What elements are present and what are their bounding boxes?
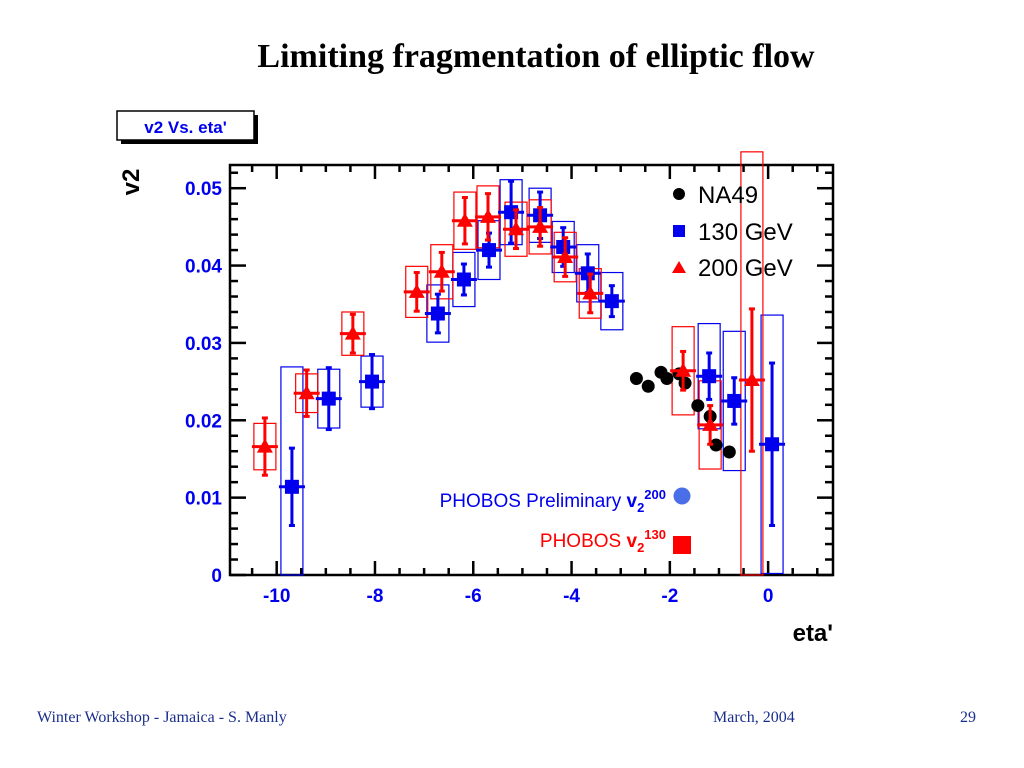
gev200-point xyxy=(675,362,692,377)
gev200-point xyxy=(433,263,450,278)
sys-error-box xyxy=(280,366,304,576)
na49-point xyxy=(709,438,723,452)
gev130-point xyxy=(481,243,496,258)
x-tick-label: -10 xyxy=(263,586,290,607)
gev130-point xyxy=(321,391,336,406)
slide-title: Limiting fragmentation of elliptic flow xyxy=(257,38,815,75)
legend-label: NA49 xyxy=(698,182,758,209)
chart-title-box: v2 Vs. eta' xyxy=(116,110,258,144)
gev200-point xyxy=(344,325,361,340)
gev200-point xyxy=(702,416,719,431)
gev200-point xyxy=(256,438,273,453)
x-tick-label: 0 xyxy=(763,586,774,607)
gev200-point xyxy=(456,212,473,227)
y-tick-label: 0.03 xyxy=(185,334,222,355)
gev200-point xyxy=(298,385,315,400)
x-tick-label: -4 xyxy=(563,586,580,607)
footer-left: Winter Workshop - Jamaica - S. Manly xyxy=(37,709,287,726)
legend-na49-icon xyxy=(673,188,685,200)
legend-130gev-icon xyxy=(673,225,685,237)
gev200-point xyxy=(480,208,497,223)
gev130-point xyxy=(727,393,742,408)
gev200-point xyxy=(408,283,425,298)
x-tick-label: -8 xyxy=(367,586,384,607)
gev130-point xyxy=(765,437,780,452)
axes: -10 -8 -6 -4 -2 0 0 0.01 0.02 0.03 0.04 0.05 xyxy=(185,165,833,607)
na49-point xyxy=(722,445,736,459)
gev200-point xyxy=(582,285,599,300)
page-number: 29 xyxy=(960,709,976,726)
na49-point xyxy=(641,379,655,393)
legend-label: 200 GeV xyxy=(698,255,793,282)
legend: NA49 130 GeV 200 GeV xyxy=(672,182,793,282)
y-tick-label: 0.01 xyxy=(185,489,222,510)
y-axis-label: v2 xyxy=(118,169,145,196)
annotation-text: PHOBOS Preliminary v2200 xyxy=(440,487,666,515)
sys-error-box xyxy=(740,151,764,576)
gev130-point xyxy=(604,294,619,309)
x-tick-label: -6 xyxy=(465,586,482,607)
gev130-point xyxy=(456,272,471,287)
gev200-point xyxy=(557,249,574,264)
y-tick-label: 0.02 xyxy=(185,411,222,432)
footer-date: March, 2004 xyxy=(713,709,795,726)
y-tick-label: 0.05 xyxy=(185,179,222,200)
data-points xyxy=(251,179,786,527)
na49-point xyxy=(660,372,674,386)
na49-point xyxy=(629,372,643,386)
gev130-point xyxy=(430,306,445,321)
legend-200gev-icon xyxy=(672,261,686,273)
gev200-point xyxy=(532,218,549,233)
na49-point xyxy=(678,376,692,390)
gev200-point xyxy=(743,372,760,387)
na49-point xyxy=(691,399,705,413)
gev200-point xyxy=(508,221,525,236)
y-tick-label: 0 xyxy=(211,566,222,587)
y-tick-label: 0.04 xyxy=(185,257,222,278)
x-axis-label: eta' xyxy=(793,620,833,647)
gev130-point xyxy=(365,374,380,389)
legend-label: 130 GeV xyxy=(698,219,793,246)
annotations: PHOBOS Preliminary v2200 PHOBOS v2130 xyxy=(440,487,691,555)
chart-title: v2 Vs. eta' xyxy=(144,118,227,137)
gev130-point xyxy=(284,479,299,494)
x-tick-label: -2 xyxy=(661,586,678,607)
gev130-point xyxy=(556,240,571,254)
annotation-text: PHOBOS v2130 xyxy=(540,527,666,555)
annotation-square-icon xyxy=(673,536,691,554)
annotation-circle-icon xyxy=(673,487,691,505)
plot-frame xyxy=(228,163,835,577)
gev130-point xyxy=(702,369,717,384)
